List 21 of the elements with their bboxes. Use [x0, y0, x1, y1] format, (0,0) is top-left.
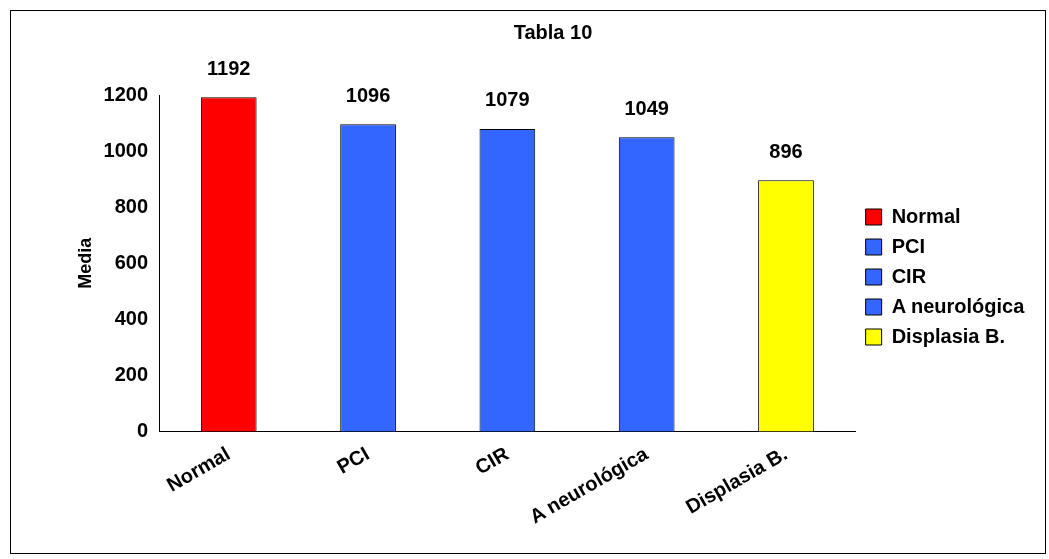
data-label: 1096 [345, 83, 391, 106]
legend-label: Normal [891, 204, 961, 227]
data-label: 1192 [207, 56, 251, 79]
data-label: 1079 [485, 88, 530, 111]
y-tick-label: 0 [136, 419, 149, 442]
legend-label: A neurológica [891, 294, 1026, 317]
y-tick-label: 200 [114, 362, 149, 385]
data-label: 1049 [624, 96, 669, 119]
x-tick-label: PCI [332, 442, 373, 478]
y-tick-label: 600 [114, 250, 149, 273]
legend-label: PCI [891, 234, 925, 257]
y-tick-label: 400 [114, 306, 149, 329]
chart-title: Tabla 10 [513, 20, 593, 43]
y-axis-title: Media [74, 236, 95, 289]
y-tick-label: 800 [114, 194, 149, 217]
y-tick-label: 1000 [103, 138, 149, 161]
data-label: 896 [769, 139, 803, 162]
legend-label: Displasia B. [891, 324, 1006, 347]
legend-label: CIR [891, 264, 927, 287]
y-tick-label: 1200 [103, 82, 149, 105]
x-tick-label: CIR [471, 441, 513, 479]
